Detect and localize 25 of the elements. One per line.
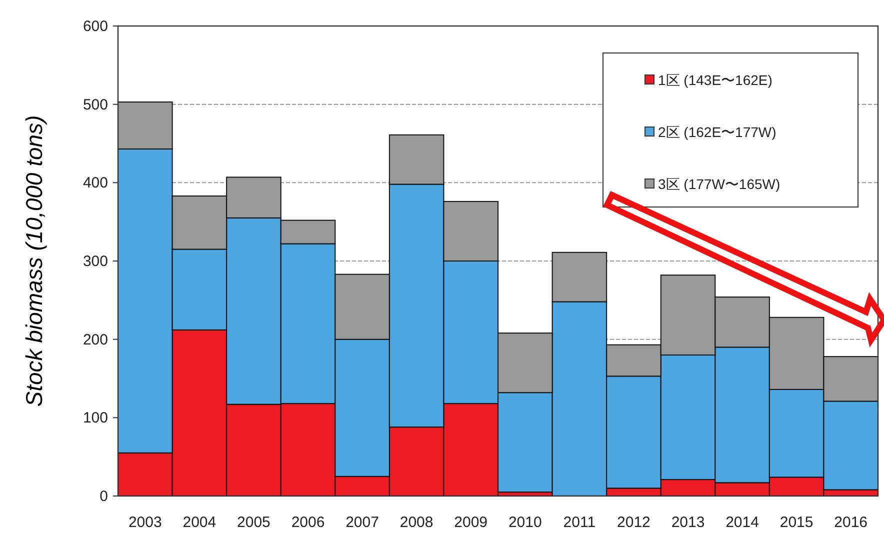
x-tick-label: 2009 [454, 514, 488, 531]
x-tick-label: 2010 [508, 514, 542, 531]
x-tick-label: 2007 [346, 514, 379, 531]
legend-label: 2区 (162E〜177W) [658, 124, 776, 140]
y-tick-label: 100 [82, 410, 108, 427]
y-tick-label: 400 [82, 174, 108, 192]
legend-label: 3区 (177W〜165W) [658, 176, 780, 192]
x-tick-label: 2011 [563, 514, 596, 531]
x-tick-label: 2013 [671, 514, 705, 531]
y-tick-label: 600 [82, 18, 108, 35]
x-tick-label: 2004 [182, 514, 216, 531]
x-tick-label: 2016 [834, 514, 868, 531]
x-tick-label: 2003 [128, 514, 162, 531]
y-axis-title: Stock biomass (10,000 tons) [21, 115, 47, 407]
x-tick-label: 2008 [400, 514, 434, 531]
x-tick-label: 2005 [237, 514, 270, 531]
y-tick-label: 500 [82, 96, 108, 114]
x-tick-label: 2006 [291, 514, 325, 531]
x-tick-label: 2014 [726, 514, 759, 531]
y-tick-label: 0 [100, 488, 108, 505]
y-tick-label: 300 [82, 253, 108, 270]
legend-label: 1区 (143E〜162E) [658, 72, 772, 88]
y-tick-label: 200 [82, 331, 108, 348]
x-tick-label: 2015 [780, 514, 814, 531]
x-tick-label: 2012 [617, 514, 650, 531]
